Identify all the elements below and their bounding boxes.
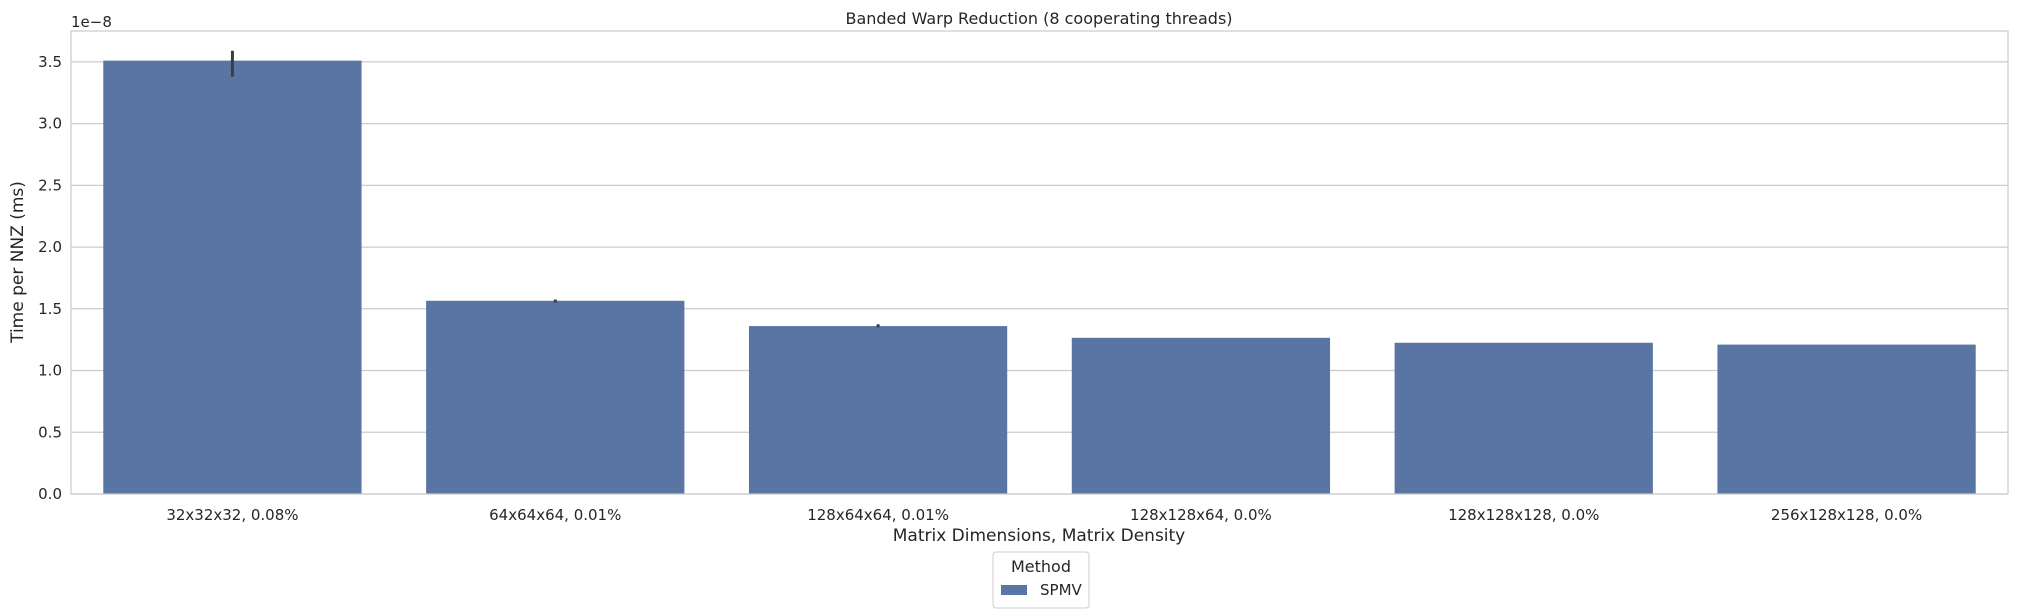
x-tick-label: 256x128x128, 0.0% — [1771, 506, 1922, 524]
plot-background — [71, 31, 2008, 494]
x-tick-labels: 32x32x32, 0.08% 64x64x64, 0.01% 128x64x64,… — [166, 506, 1922, 524]
bar — [426, 300, 685, 494]
y-tick-label: 1.5 — [38, 300, 62, 318]
y-tick-label: 2.5 — [38, 176, 62, 194]
legend: Method SPMV — [992, 551, 1090, 609]
legend-title: Method — [1011, 557, 1071, 576]
y-tick-label: 0.5 — [38, 423, 62, 441]
y-tick-label: 2.0 — [38, 238, 62, 256]
bars — [103, 60, 1976, 495]
x-tick-label: 128x128x128, 0.0% — [1448, 506, 1599, 524]
x-tick-label: 64x64x64, 0.01% — [489, 506, 621, 524]
y-tick-label: 1.0 — [38, 362, 62, 380]
y-tick-labels: 0.0 0.5 1.0 1.5 2.0 2.5 3.0 3.5 — [38, 53, 62, 503]
y-axis-label: Time per NNZ (ms) — [8, 181, 28, 344]
legend-swatch-spmv — [1001, 585, 1027, 595]
bar — [748, 326, 1008, 494]
y-offset-label: 1e−8 — [71, 13, 112, 31]
y-tick-label: 0.0 — [38, 485, 62, 503]
bar — [1071, 337, 1331, 494]
error-bars — [230, 50, 880, 328]
legend-label-spmv: SPMV — [1040, 581, 1083, 599]
x-tick-label: 32x32x32, 0.08% — [166, 506, 298, 524]
y-tick-label: 3.5 — [38, 53, 62, 71]
plot-frame — [70, 30, 2009, 495]
bar — [1717, 344, 1976, 494]
chart-title: Banded Warp Reduction (8 cooperating thr… — [845, 9, 1232, 28]
y-tick-label: 3.0 — [38, 115, 62, 133]
x-axis-label: Matrix Dimensions, Matrix Density — [893, 526, 1186, 546]
x-tick-label: 128x128x64, 0.0% — [1130, 506, 1272, 524]
x-tick-label: 128x64x64, 0.01% — [807, 506, 949, 524]
bar — [103, 60, 362, 495]
bar — [1394, 342, 1653, 494]
